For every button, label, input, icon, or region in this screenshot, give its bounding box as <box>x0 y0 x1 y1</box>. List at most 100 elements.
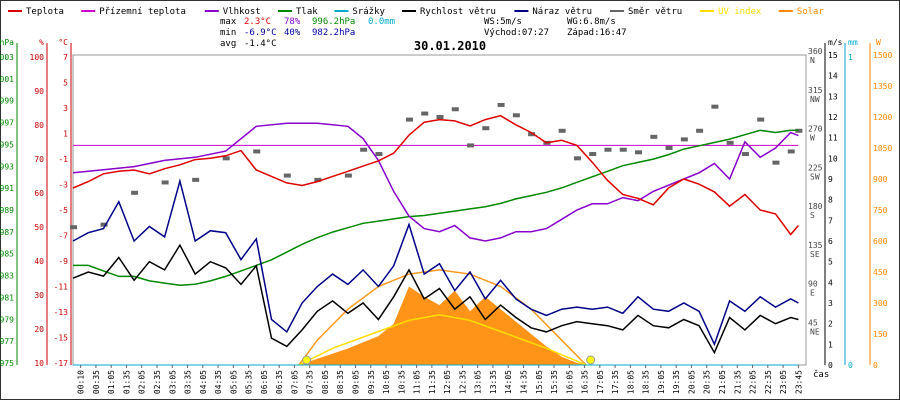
humidity-tick-label: 20 <box>34 325 44 334</box>
wind-speed-line <box>72 243 799 355</box>
temperature-tick-label: -17 <box>54 359 69 368</box>
wind-direction-mark <box>283 173 291 178</box>
direction-tick-label: 225 <box>808 163 823 172</box>
pressure-tick-label: 979 <box>0 315 14 324</box>
stats-avg-label: avg <box>220 39 236 49</box>
pressure-tick-label: 1003 <box>0 53 14 62</box>
x-tick-label: 00:10 <box>77 370 86 394</box>
direction-tick-cardinal: E <box>810 289 815 298</box>
solar-tick-label: 1500 <box>873 51 892 60</box>
rain-axis-unit: mm <box>848 38 858 47</box>
x-tick-label: 12:35 <box>458 370 467 394</box>
legend-label: Rychlost větru <box>420 7 496 17</box>
solar-tick-label: 150 <box>873 330 888 339</box>
x-tick-label: 14:05 <box>504 370 513 394</box>
temperature-tick-label: -15 <box>54 334 69 343</box>
wind-direction-mark <box>421 111 429 116</box>
legend-label: Směr větru <box>628 7 682 17</box>
wind-tick-label: 9 <box>828 175 833 184</box>
x-tick-label: 22:35 <box>764 370 773 394</box>
wind-tick-label: 13 <box>828 92 838 101</box>
wind-direction-mark <box>405 117 413 122</box>
x-tick-label: 15:05 <box>535 370 544 394</box>
stats-max-temp: 2.3°C <box>244 17 271 27</box>
direction-tick-cardinal: W <box>810 134 815 143</box>
wg-label: WG:6.8m/s <box>567 17 616 27</box>
humidity-tick-label: 30 <box>34 291 44 300</box>
solar-tick-label: 750 <box>873 206 888 215</box>
wind-direction-mark <box>314 177 322 182</box>
x-tick-label: 05:05 <box>229 370 238 394</box>
x-tick-label: 03:05 <box>168 370 177 394</box>
stats-avg-temp: -1.4°C <box>244 39 277 49</box>
x-tick-label: 06:35 <box>275 370 284 394</box>
temperature-line <box>72 114 799 236</box>
x-tick-label: 19:35 <box>672 370 681 394</box>
temperature-tick-label: -1 <box>58 155 68 164</box>
wind-direction-mark <box>70 225 77 230</box>
wind-direction-mark <box>619 147 627 152</box>
wind-direction-mark <box>635 150 643 155</box>
humidity-tick-label: 80 <box>34 121 44 130</box>
x-axis: 00:10 00:35 01:05 01:35 02:05 02:35 03:05 03:35… <box>77 365 803 394</box>
pressure-axis-unit: hPa <box>0 38 14 47</box>
direction-tick-label: 270 <box>808 125 823 134</box>
wind-direction-mark <box>436 115 444 119</box>
wind-direction-mark <box>665 146 673 150</box>
direction-tick-label: 360 <box>808 47 823 56</box>
wind-direction-mark <box>650 134 658 139</box>
solar-tick-label: 600 <box>873 237 888 246</box>
pressure-tick-label: 977 <box>0 337 14 346</box>
solar-tick-label: 1350 <box>873 82 892 91</box>
humidity-tick-label: 70 <box>34 155 44 164</box>
direction-tick-label: 315 <box>808 86 823 95</box>
humidity-tick-label: 60 <box>34 189 44 198</box>
x-tick-label: 18:35 <box>642 370 651 394</box>
direction-tick-cardinal: NE <box>810 327 820 336</box>
legend-label: Náraz větru <box>532 7 592 17</box>
wind-gust-line <box>72 178 799 347</box>
wind-direction-mark <box>795 128 803 133</box>
wind-direction-mark <box>741 152 749 157</box>
wind-tick-label: 2 <box>828 320 833 329</box>
humidity-tick-label: 40 <box>34 257 44 266</box>
direction-tick-cardinal: SE <box>810 250 820 259</box>
wind-direction-mark <box>711 104 719 109</box>
wind-direction-mark <box>512 113 520 118</box>
solar-tick-label: 0 <box>873 361 878 370</box>
legend-label: UV index <box>718 7 762 17</box>
pressure-tick-label: 993 <box>0 162 14 171</box>
axes: hPa1003100199999799599399198998798598398… <box>0 38 892 370</box>
legend-label: Přízemní teplota <box>99 7 186 17</box>
x-tick-label: 06:05 <box>260 370 269 394</box>
temperature-tick-label: 1 <box>63 130 68 139</box>
x-tick-label: 11:05 <box>413 370 422 394</box>
solar-tick-label: 300 <box>873 299 888 308</box>
temperature-tick-label: -5 <box>58 206 68 215</box>
wind-direction-mark <box>604 147 612 152</box>
wind-tick-label: 1 <box>828 340 833 349</box>
wind-direction-mark <box>360 147 368 152</box>
legend: Teplota Přízemní teplota Vlhkost Tlak Srážky… <box>8 7 824 17</box>
x-tick-label: 21:05 <box>718 370 727 394</box>
sun-marker <box>302 355 312 365</box>
rain-tick-label: 1 <box>848 53 853 62</box>
pressure-tick-label: 983 <box>0 272 14 281</box>
wind-tick-label: 5 <box>828 258 833 267</box>
wind-direction-mark <box>726 140 734 145</box>
wind-direction-mark <box>497 102 505 107</box>
stats-min-hum: 40% <box>284 28 301 38</box>
wind-tick-label: 15 <box>828 51 838 60</box>
legend-label: Teplota <box>26 7 64 17</box>
legend-label: Solar <box>797 7 825 17</box>
wind-direction-mark <box>772 160 780 165</box>
x-tick-label: 13:05 <box>474 370 483 394</box>
x-tick-label: 02:05 <box>138 370 147 394</box>
x-tick-label: 07:05 <box>290 370 299 394</box>
wind-direction-mark <box>589 152 597 157</box>
x-tick-label: 17:05 <box>596 370 605 394</box>
x-tick-label: 09:35 <box>367 370 376 394</box>
wind-tick-label: 14 <box>828 72 838 81</box>
stats-min-press: 982.2hPa <box>312 28 355 38</box>
